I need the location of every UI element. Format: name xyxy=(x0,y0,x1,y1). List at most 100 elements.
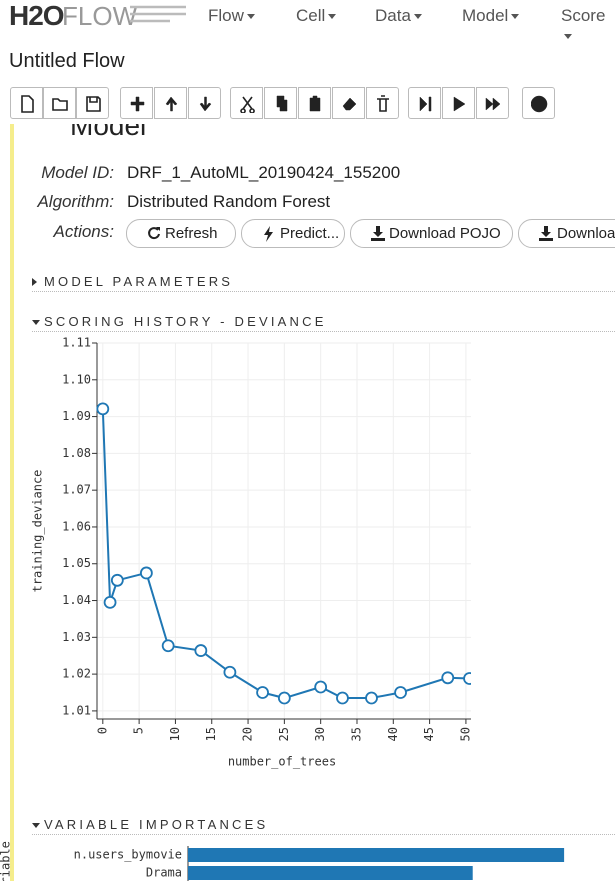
icon-shape xyxy=(21,95,34,113)
menu-item[interactable]: Cell xyxy=(296,6,336,26)
y-tick-label: 1.11 xyxy=(62,336,91,350)
logo-mark[interactable]: H2O xyxy=(9,0,65,31)
logo-text[interactable]: FLOW xyxy=(62,1,138,31)
icon-shape xyxy=(531,95,548,113)
icon-shape xyxy=(419,96,432,112)
point xyxy=(336,691,349,705)
icon-shape xyxy=(199,96,212,112)
point xyxy=(314,680,328,694)
y-tick-label: 1.05 xyxy=(62,556,91,570)
y-tick-label: 1.10 xyxy=(62,372,91,386)
icon xyxy=(485,97,501,111)
bar xyxy=(188,866,473,880)
icon xyxy=(148,227,160,240)
download-pojo-button[interactable]: Download POJO xyxy=(350,219,513,248)
point xyxy=(256,686,269,699)
x-tick-label: 50 xyxy=(458,727,472,741)
button-label[interactable]: Download xyxy=(557,225,615,242)
field-value: Distributed Random Forest xyxy=(127,192,331,211)
y-tick-label: 1.09 xyxy=(62,409,91,423)
icon xyxy=(52,98,68,111)
toolbar-button[interactable] xyxy=(264,87,297,119)
toolbar-button[interactable] xyxy=(332,87,365,119)
point xyxy=(441,671,455,685)
toolbar-button[interactable] xyxy=(442,87,475,119)
icon xyxy=(309,95,321,112)
plot: 1.01 1.02 1.03 1.04 1.05 1.06 1.07 1.08 1.09 1.10… xyxy=(31,336,473,769)
toolbar-button[interactable] xyxy=(476,87,509,119)
button-label[interactable]: Predict... xyxy=(280,225,340,242)
toolbar-button[interactable] xyxy=(230,87,263,119)
y-tick-label: 1.07 xyxy=(62,483,91,497)
x-tick-label: 45 xyxy=(422,727,436,741)
icon-shape xyxy=(276,95,288,112)
icon-shape xyxy=(309,95,321,112)
icon-shape xyxy=(165,96,178,112)
toolbar-button[interactable] xyxy=(154,87,187,119)
section-header[interactable]: MODEL PARAMETERS xyxy=(32,274,615,292)
flow-title[interactable]: Untitled Flow xyxy=(9,50,125,72)
point xyxy=(96,402,110,416)
toolbar-button[interactable] xyxy=(120,87,153,119)
x-tick-label: 35 xyxy=(349,727,363,741)
icon xyxy=(21,95,34,113)
icon-shape xyxy=(377,95,389,112)
point xyxy=(110,573,124,587)
toolbar-button[interactable] xyxy=(43,87,76,119)
toolbar-button[interactable] xyxy=(408,87,441,119)
button-label[interactable]: Refresh xyxy=(165,225,218,242)
icon xyxy=(342,97,357,111)
section-header[interactable]: SCORING HISTORY - DEVIANCE xyxy=(32,314,615,332)
bar xyxy=(188,848,565,862)
actions-label: Actions: xyxy=(53,222,114,241)
toolbar-button[interactable] xyxy=(522,87,555,119)
icon-shape xyxy=(240,96,255,113)
point xyxy=(103,595,117,609)
field-label: Model ID: xyxy=(41,163,114,182)
y-tick-label: Drama xyxy=(146,866,182,880)
menu-item[interactable]: Model xyxy=(462,6,519,26)
toolbar-button[interactable] xyxy=(76,87,109,119)
refresh-button[interactable]: Refresh xyxy=(126,219,236,248)
point xyxy=(277,691,291,705)
bar-plot: n.users_bymovie Drama variable xyxy=(0,841,565,881)
field-value: DRF_1_AutoML_20190424_155200 xyxy=(127,163,401,182)
icon xyxy=(199,96,212,112)
menu-item[interactable]: Score xyxy=(561,6,615,46)
menu-item[interactable]: Data xyxy=(375,6,422,26)
x-tick-label: 10 xyxy=(168,727,182,741)
y-tick-label: 1.04 xyxy=(62,593,91,607)
section-header[interactable]: VARIABLE IMPORTANCES xyxy=(32,817,615,835)
icon-shape xyxy=(130,96,145,112)
icon-shape xyxy=(342,97,357,111)
icon xyxy=(539,226,553,241)
predict-button[interactable]: Predict... xyxy=(241,219,345,248)
icon xyxy=(377,95,389,112)
toolbar-button[interactable] xyxy=(298,87,331,119)
toolbar-button[interactable] xyxy=(10,87,43,119)
y-tick-label: 1.02 xyxy=(62,667,91,681)
icon-shape xyxy=(485,97,501,111)
x-tick-label: 20 xyxy=(241,727,255,741)
y-tick-label: 1.06 xyxy=(62,519,91,533)
toolbar-button[interactable] xyxy=(188,87,221,119)
icon xyxy=(531,95,548,113)
icon xyxy=(276,95,288,112)
download-button[interactable]: Download xyxy=(518,219,615,248)
menu-item[interactable]: Flow xyxy=(208,6,255,26)
y-tick-label: 1.08 xyxy=(62,446,91,460)
x-axis-label: number_of_trees xyxy=(228,755,336,769)
y-axis-label: variable xyxy=(0,841,13,881)
button-label[interactable]: Download POJO xyxy=(389,225,501,242)
icon-shape xyxy=(86,96,101,112)
icon-shape xyxy=(52,98,68,111)
point xyxy=(161,639,175,653)
toolbar-button[interactable] xyxy=(366,87,399,119)
y-tick-label: 1.01 xyxy=(62,703,91,717)
icon xyxy=(453,96,466,112)
point xyxy=(463,672,471,685)
cell-marker xyxy=(10,124,14,881)
point xyxy=(365,691,378,705)
icon-shape xyxy=(453,96,466,112)
